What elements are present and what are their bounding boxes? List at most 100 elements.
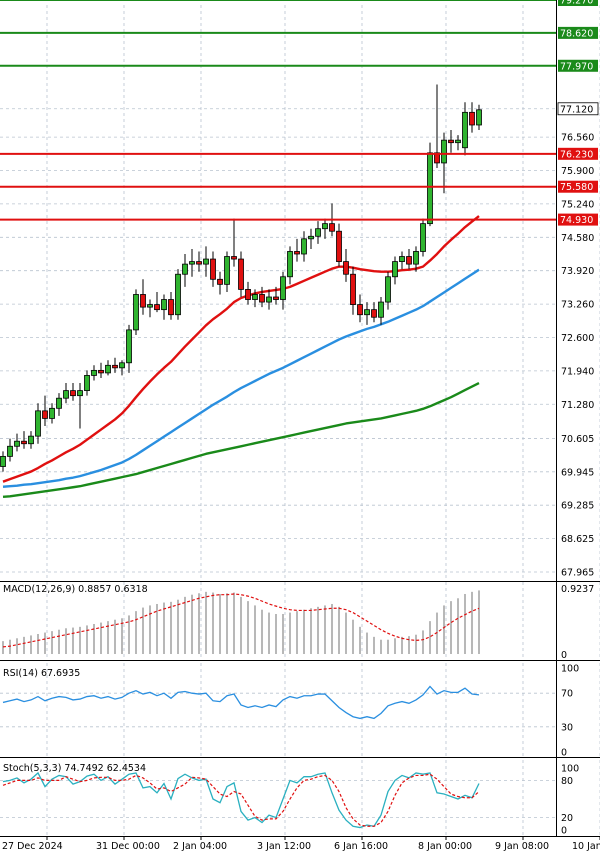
rsi-tick-label: 70 (561, 689, 573, 700)
candle-up (49, 407, 55, 419)
candle-up (28, 435, 34, 445)
candle-up (203, 258, 209, 265)
level-label-box (558, 59, 598, 72)
x-tick-label: 31 Dec 00:00 (96, 841, 160, 852)
level-label: 74.930 (560, 215, 593, 226)
candle-up (252, 294, 258, 300)
candle-up (476, 109, 482, 126)
rsi-tick-label: 30 (561, 722, 573, 733)
level-label: 75.580 (560, 182, 593, 193)
candle-down (406, 256, 412, 265)
price-tick-label: 73.920 (561, 266, 594, 277)
candle-up (91, 369, 97, 376)
level-label-box (558, 147, 598, 160)
price-tick-label: 74.580 (561, 233, 594, 244)
candle-down (112, 364, 118, 369)
current-price-label: 77.120 (560, 104, 593, 115)
candle-down (238, 258, 244, 290)
candle-down (350, 273, 356, 305)
candle-down (231, 256, 237, 260)
x-tick-label: 8 Jan 00:00 (418, 841, 472, 852)
candle-up (63, 390, 69, 399)
rsi-label: RSI(14) 67.6935 (3, 668, 80, 679)
macd-axis-zero: 0 (561, 650, 567, 661)
price-tick-label: 75.240 (561, 199, 594, 210)
candle-up (280, 276, 286, 300)
candle-up (224, 256, 230, 285)
candle-down (154, 304, 160, 311)
candle-down (294, 251, 300, 255)
price-tick-label: 67.965 (561, 568, 594, 579)
candle-up (420, 223, 426, 252)
candle-up (14, 440, 20, 447)
current-price-box (557, 102, 599, 116)
candle-up (189, 261, 195, 265)
candle-up (182, 263, 188, 275)
candle-down (98, 369, 104, 374)
x-tick-label: 10 Jan 16:00 (572, 841, 600, 852)
candle-up (77, 390, 83, 397)
x-tick-label: 27 Dec 2024 (2, 841, 63, 852)
candle-up (7, 445, 13, 457)
price-tick-label: 69.285 (561, 501, 594, 512)
level-label: 76.230 (560, 149, 593, 160)
level-label: 79.270 (560, 0, 593, 7)
candle-up (0, 455, 6, 467)
candle-down (210, 258, 216, 280)
candle-down (357, 304, 363, 316)
candle-up (427, 152, 433, 225)
candle-up (287, 251, 293, 278)
candle-up (56, 397, 62, 409)
price-levels: 79.270 78.620 77.970 76.230 75.580 74.930 77.1… (0, 0, 599, 226)
candle-up (315, 228, 321, 237)
candle-down (42, 410, 48, 419)
level-label: 78.620 (560, 28, 593, 39)
candle-down (140, 294, 146, 308)
stoch-k-line (2, 771, 480, 829)
candle-up (266, 296, 272, 303)
candle-up (392, 261, 398, 278)
candle-up (105, 364, 111, 374)
macd-signal-line (2, 593, 480, 648)
candle-up (441, 139, 447, 164)
candle-up (301, 238, 307, 255)
x-tick-label: 2 Jan 04:00 (173, 841, 227, 852)
candle-down (70, 390, 76, 397)
candle-up (462, 111, 468, 149)
candle-up (35, 410, 41, 437)
level-label-box (558, 26, 598, 39)
price-tick-label: 68.625 (561, 534, 594, 545)
rsi-pane: 100 70 30 0 (0, 664, 579, 759)
candle-up (133, 294, 139, 331)
macd-axis-top: 0.9237 (561, 584, 594, 595)
level-label-box (558, 180, 598, 193)
candle-up (84, 375, 90, 392)
candle-down (343, 261, 349, 275)
candle-down (448, 139, 454, 144)
moving-averages (2, 215, 480, 499)
stoch-tick-label: 0 (561, 826, 567, 837)
level-label-box (558, 0, 598, 6)
candle-down (371, 309, 377, 318)
x-tick-label: 3 Jan 12:00 (257, 841, 311, 852)
price-tick-label: 75.900 (561, 166, 594, 177)
stoch-label: Stoch(5,3,3) 74.7492 62.4534 (3, 763, 146, 774)
candle-down (245, 289, 251, 300)
rsi-tick-label: 100 (561, 664, 579, 675)
candle-up (385, 276, 391, 303)
candle-up (399, 256, 405, 262)
candle-down (217, 278, 223, 285)
price-tick-label: 69.945 (561, 467, 594, 478)
candle-up (308, 235, 314, 240)
candle-up (175, 273, 181, 316)
price-tick-label: 71.940 (561, 366, 594, 377)
stoch-d-line (2, 773, 480, 827)
candle-down (168, 299, 174, 316)
x-tick-label: 6 Jan 16:00 (334, 841, 388, 852)
rsi-tick-label: 0 (561, 748, 567, 759)
candle-down (273, 296, 279, 300)
stoch-tick-label: 100 (561, 764, 579, 775)
